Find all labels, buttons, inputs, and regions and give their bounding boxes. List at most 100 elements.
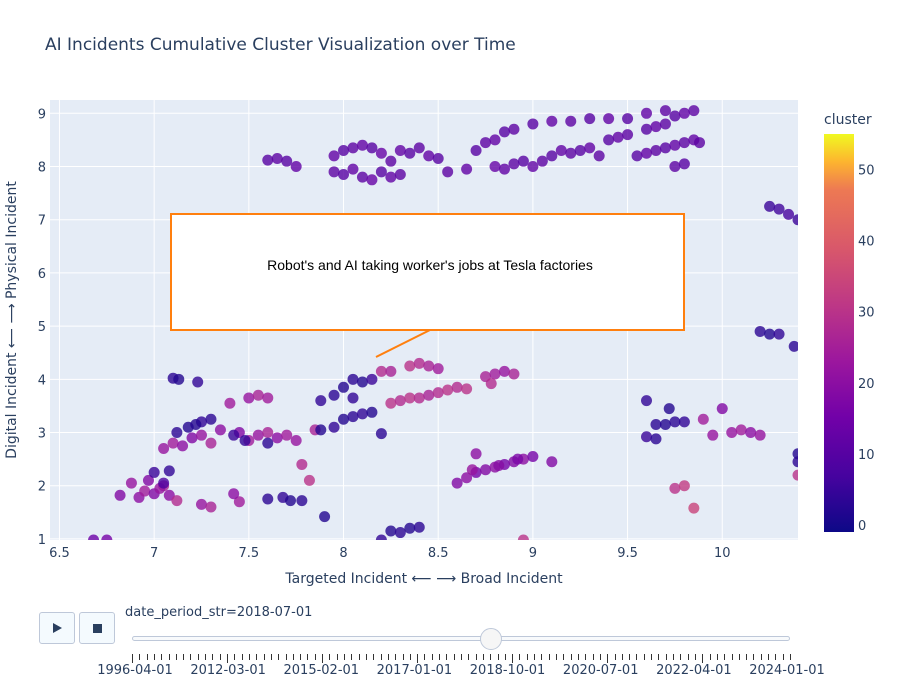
slider-tick: [563, 654, 565, 660]
slider-tick: [307, 654, 309, 660]
data-point: [262, 427, 274, 439]
slider-tick: [775, 654, 777, 660]
slider-tick: [424, 654, 426, 660]
data-point: [142, 474, 154, 486]
data-point: [385, 155, 397, 167]
data-point: [697, 413, 709, 425]
data-point: [461, 163, 473, 175]
y-tick-label: 2: [38, 480, 46, 495]
annotation-arrow: [375, 329, 431, 358]
data-point: [214, 424, 226, 436]
data-point: [650, 121, 662, 133]
data-point: [527, 118, 539, 130]
slider-tick: [175, 654, 177, 660]
slider-tick: [439, 654, 441, 660]
data-point: [517, 155, 529, 167]
slider-tick: [665, 654, 667, 660]
y-axis-title: Digital Incident ⟵ ⟶ Physical Incident: [4, 181, 20, 459]
data-point: [356, 376, 368, 388]
data-point: [498, 163, 510, 175]
slider-tick: [344, 654, 346, 660]
slider-tick: [365, 654, 367, 660]
x-tick-label: 7.5: [238, 546, 259, 561]
slider-tick: [497, 654, 499, 660]
slider-tick: [504, 654, 506, 660]
time-slider-handle[interactable]: [479, 628, 502, 650]
data-point: [451, 381, 463, 393]
data-point: [315, 424, 327, 436]
play-button[interactable]: [39, 612, 75, 644]
slider-tick: [570, 654, 572, 660]
slider-tick: [263, 654, 265, 660]
x-tick-label: 8.5: [428, 546, 449, 561]
data-point: [328, 166, 340, 178]
data-point: [493, 460, 505, 472]
data-point: [745, 427, 757, 439]
slider-tick: [402, 654, 404, 660]
slider-tick: [548, 654, 550, 660]
slider-tick: [461, 654, 462, 660]
data-point: [512, 453, 524, 465]
data-point: [678, 137, 690, 149]
data-point: [385, 365, 397, 377]
data-point: [603, 113, 615, 125]
y-tick-label: 7: [38, 214, 46, 229]
colorbar-tick-label: 30: [858, 306, 875, 321]
pause-button[interactable]: [79, 612, 115, 644]
slider-tick: [731, 654, 733, 660]
data-point: [290, 435, 302, 447]
slider-tick: [270, 654, 272, 660]
data-point: [432, 153, 444, 165]
slider-tick: [680, 654, 682, 660]
slider-tick: [358, 654, 360, 660]
slider-tick: [373, 654, 375, 660]
slider-tick: [782, 654, 784, 660]
data-point: [574, 145, 586, 157]
data-point: [622, 113, 634, 125]
slider-tick: [716, 654, 718, 660]
slider-tick: [556, 654, 558, 660]
y-tick-label: 8: [38, 161, 46, 176]
data-point: [442, 166, 454, 178]
data-point: [788, 340, 798, 352]
slider-tick: [738, 654, 740, 660]
data-point: [413, 521, 425, 533]
slider-tick: [651, 654, 653, 660]
data-point: [659, 419, 671, 431]
data-point: [290, 161, 302, 173]
slider-tick: [183, 654, 185, 660]
data-point: [485, 378, 497, 390]
data-point: [375, 534, 387, 540]
data-point: [233, 496, 245, 508]
data-point: [167, 437, 179, 449]
x-tick-label: 6.5: [49, 546, 70, 561]
x-tick-label: 9.5: [617, 546, 638, 561]
slider-tick: [534, 654, 536, 660]
data-point: [328, 150, 340, 162]
data-point: [650, 433, 662, 445]
time-slider-track[interactable]: [132, 636, 790, 641]
slider-tick: [768, 654, 770, 660]
data-point: [347, 411, 359, 423]
data-point: [754, 429, 766, 441]
data-point: [622, 129, 634, 141]
data-point: [356, 139, 368, 151]
slider-tick: [577, 654, 579, 660]
annotation-text: Robot's and AI taking worker's jobs at T…: [267, 257, 593, 273]
data-point: [669, 161, 681, 173]
data-point: [375, 428, 387, 440]
data-point: [527, 450, 539, 462]
data-point: [125, 477, 137, 489]
data-point: [423, 389, 435, 401]
data-point: [536, 155, 548, 167]
data-point: [659, 142, 671, 154]
slider-tick: [446, 654, 448, 660]
slider-tick: [278, 654, 280, 660]
slider-tick: [212, 654, 214, 660]
data-point: [423, 360, 435, 372]
data-point: [252, 429, 264, 441]
x-tick-label: 8: [339, 546, 347, 561]
slider-tick: [168, 654, 170, 660]
data-point: [375, 166, 387, 178]
